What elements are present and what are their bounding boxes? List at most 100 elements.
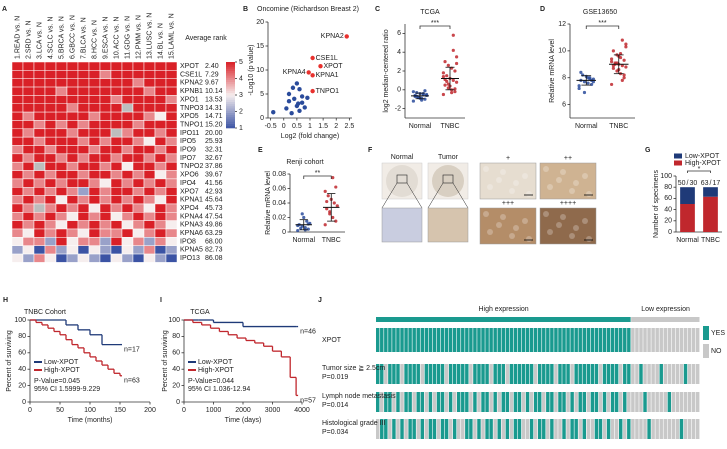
heatmap-cell bbox=[143, 253, 156, 263]
rank-value: 7.29 bbox=[205, 71, 219, 78]
heatmap-cell bbox=[154, 70, 167, 79]
heatmap-cell bbox=[154, 61, 167, 71]
x-tick-label: 2000 bbox=[235, 407, 251, 414]
oncoprint-cell bbox=[578, 328, 582, 352]
dot bbox=[611, 66, 615, 70]
heatmap-cell bbox=[55, 253, 68, 263]
heatmap-cell bbox=[154, 95, 167, 105]
oncoprint-cell bbox=[509, 328, 514, 352]
heatmap-cell bbox=[11, 95, 24, 105]
oncoprint-cell bbox=[493, 419, 497, 439]
dot bbox=[443, 83, 447, 87]
point-label: CSE1L bbox=[316, 55, 338, 62]
y-tick-label: 0 bbox=[397, 87, 401, 94]
heatmap-cell bbox=[110, 145, 123, 155]
heatmap-cell bbox=[99, 178, 112, 188]
heatmap-cell bbox=[22, 111, 35, 121]
column-label: 3.LCA vs. N bbox=[36, 22, 43, 59]
heatmap-cell bbox=[11, 70, 24, 79]
oncoprint-cell bbox=[448, 328, 453, 352]
heatmap-cell bbox=[110, 86, 123, 96]
heatmap-cell bbox=[22, 136, 35, 146]
point-label: KPNA4 bbox=[283, 69, 306, 76]
heatmap-cell bbox=[11, 120, 24, 130]
heatmap-cell bbox=[22, 245, 35, 255]
x-tick-label: 50 bbox=[56, 407, 64, 414]
oncoprint-cell bbox=[667, 419, 672, 439]
oncoprint-cell bbox=[602, 392, 607, 412]
oncoprint-cell bbox=[525, 392, 530, 412]
heatmap-cell bbox=[22, 95, 35, 105]
x-tick-label: 0 bbox=[282, 123, 286, 130]
oncoprint-cell bbox=[542, 328, 546, 352]
oncoprint-cell bbox=[538, 364, 542, 384]
colorbar-segment bbox=[226, 110, 235, 113]
significance-bracket bbox=[419, 25, 451, 29]
oncoprint-cell bbox=[683, 419, 688, 439]
oncoprint-cell bbox=[586, 328, 591, 352]
oncoprint-cell bbox=[436, 419, 441, 439]
row-label: IPO8 bbox=[180, 238, 196, 245]
oncoprint-cell bbox=[388, 328, 392, 352]
heatmap-cell bbox=[77, 145, 90, 155]
dot bbox=[445, 74, 449, 78]
heatmap-cell bbox=[33, 187, 46, 196]
dot bbox=[425, 92, 429, 97]
oncoprint-cell bbox=[562, 328, 566, 352]
oncoprint-cell bbox=[623, 419, 627, 439]
oncoprint-cell bbox=[594, 392, 599, 412]
oncoprint-cell bbox=[683, 392, 688, 412]
heatmap-cell bbox=[22, 70, 35, 79]
dot bbox=[451, 33, 455, 37]
rank-value: 37.86 bbox=[205, 163, 223, 170]
oncoprint-cell bbox=[477, 364, 481, 384]
heatmap-cell bbox=[55, 61, 68, 71]
y-tick-label: 80 bbox=[664, 184, 672, 191]
x-tick-label: 2.5 bbox=[345, 123, 355, 130]
oncoprint-cell bbox=[481, 419, 485, 439]
heatmap-cell bbox=[143, 145, 156, 155]
colorbar-segment bbox=[226, 90, 235, 94]
dot bbox=[577, 84, 581, 88]
heatmap-cell bbox=[22, 187, 35, 196]
oncoprint-cell bbox=[558, 364, 562, 384]
oncoprint-cell bbox=[465, 364, 469, 384]
oncoprint-cell bbox=[392, 364, 396, 384]
rank-value: 41.56 bbox=[205, 180, 223, 187]
oncoprint-cell bbox=[501, 419, 505, 439]
oncoprint-cell bbox=[384, 392, 388, 412]
colorbar-segment bbox=[226, 119, 235, 122]
heatmap-cell bbox=[165, 228, 178, 238]
heatmap-cell bbox=[165, 178, 178, 188]
oncoprint-cell bbox=[448, 419, 453, 439]
heatmap-cell bbox=[22, 103, 35, 113]
heatmap-cell bbox=[132, 103, 145, 113]
oncoprint-cell bbox=[602, 364, 607, 384]
oncoprint-cell bbox=[663, 392, 667, 412]
y-tick-label: 2 bbox=[397, 68, 401, 75]
row-label: IPO9 bbox=[180, 147, 196, 154]
heatmap-cell bbox=[66, 78, 79, 88]
heatmap-cell bbox=[88, 128, 101, 138]
cell-texture bbox=[487, 229, 493, 235]
point bbox=[310, 88, 315, 94]
oncoprint-cell bbox=[465, 392, 469, 412]
heatmap-cell bbox=[33, 86, 46, 96]
dot bbox=[624, 42, 628, 46]
heatmap-cell bbox=[33, 111, 46, 121]
heatmap-cell bbox=[11, 86, 24, 96]
oncoprint-cell bbox=[663, 328, 667, 352]
heatmap-cell bbox=[154, 136, 167, 146]
heatmap-cell bbox=[11, 195, 24, 205]
oncoprint-cell bbox=[546, 392, 550, 412]
heatmap-cell bbox=[55, 95, 68, 105]
column-label: 6.GBCC vs. N bbox=[69, 15, 76, 59]
heatmap-cell bbox=[154, 153, 167, 163]
oncoprint-cell bbox=[659, 392, 663, 412]
x-tick-label: 1.5 bbox=[318, 123, 328, 130]
significance-bracket bbox=[303, 175, 332, 179]
point bbox=[292, 96, 297, 102]
column-label: 4.SCLC vs. N bbox=[47, 17, 54, 59]
heatmap-cell bbox=[11, 228, 24, 238]
row-label: IPO7 bbox=[180, 155, 196, 162]
